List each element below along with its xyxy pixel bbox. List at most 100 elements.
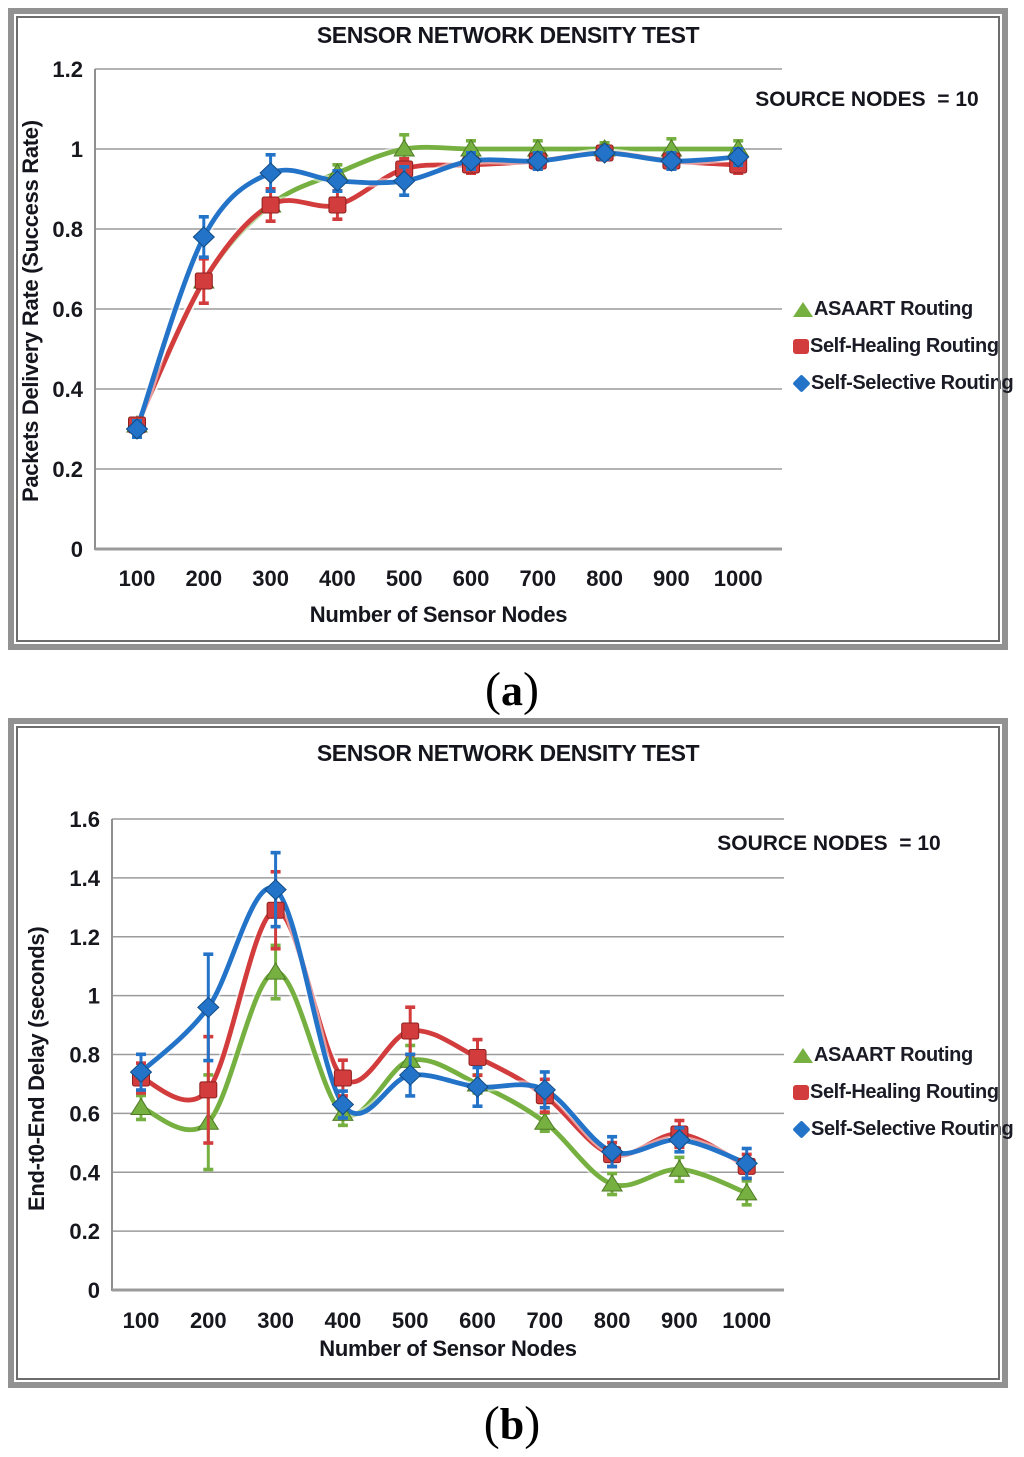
y-tick-label: 1 bbox=[88, 984, 100, 1009]
error-bar-cap bbox=[607, 1164, 618, 1169]
x-tick-label: 900 bbox=[653, 566, 690, 591]
x-tick-label: 700 bbox=[526, 1308, 563, 1333]
error-bar-cap bbox=[136, 1093, 146, 1098]
diamond-marker-icon bbox=[668, 1129, 691, 1151]
diamond-marker-icon bbox=[392, 170, 416, 192]
legend-label: Self-Healing Routing bbox=[810, 335, 999, 357]
legend-item-asaart-routing: ASAART Routing bbox=[793, 1037, 1013, 1074]
x-tick-label: 1000 bbox=[722, 1308, 771, 1333]
caption-letter: a bbox=[501, 666, 523, 715]
error-bar-cap bbox=[332, 217, 343, 221]
x-tick-label: 200 bbox=[190, 1308, 227, 1333]
y-tick-label: 0.2 bbox=[52, 457, 83, 482]
diamond-marker-icon bbox=[593, 142, 616, 164]
x-tick-label: 400 bbox=[325, 1308, 362, 1333]
series-line-glow bbox=[132, 142, 743, 430]
diamond-marker-icon bbox=[197, 996, 220, 1019]
diamond-marker-icon bbox=[259, 162, 282, 184]
error-bar-cap bbox=[405, 1094, 416, 1098]
square-marker-icon bbox=[261, 196, 280, 214]
square-marker-icon bbox=[333, 1069, 352, 1087]
chart-a-source-nodes-label: SOURCE NODES = 10 bbox=[755, 88, 979, 111]
x-tick-label: 700 bbox=[519, 566, 556, 591]
legend-label: Self-Selective Routing bbox=[811, 1118, 1014, 1140]
chart-a-y-axis-label: Packets Delivery Rate (Success Rate) bbox=[18, 120, 43, 502]
x-tick-label: 200 bbox=[185, 566, 222, 591]
x-tick-label: 800 bbox=[594, 1308, 631, 1333]
error-bar-cap bbox=[136, 1091, 146, 1095]
caption-letter: b bbox=[499, 1400, 525, 1449]
error-bar-cap bbox=[472, 1104, 483, 1109]
y-tick-label: 0.2 bbox=[69, 1219, 100, 1244]
x-tick-label: 600 bbox=[459, 1308, 496, 1333]
error-bar-cap bbox=[741, 1203, 752, 1207]
legend-item-self-selective-routing: Self-Selective Routing bbox=[792, 365, 1014, 402]
x-tick-label: 500 bbox=[392, 1308, 429, 1333]
x-tick-label: 400 bbox=[319, 566, 356, 591]
x-tick-label: 900 bbox=[661, 1308, 698, 1333]
diamond-marker-icon bbox=[459, 150, 483, 172]
error-bar-cap bbox=[198, 301, 209, 305]
triangle-marker-icon bbox=[601, 1174, 624, 1192]
chart-a-plot: 0 0.2 0.4 0.6 0.8 1 1.2 100 200 300 400 500 600 700 80… bbox=[52, 57, 782, 591]
square-marker-icon bbox=[468, 1048, 487, 1066]
error-bar-cap bbox=[136, 1117, 146, 1122]
error-bar-cap bbox=[666, 137, 677, 141]
error-bar-cap bbox=[399, 157, 410, 161]
caption-paren: ) bbox=[524, 1397, 541, 1450]
triangle-marker-icon bbox=[735, 1182, 758, 1201]
error-bar-cap bbox=[741, 1146, 752, 1151]
y-tick-label: 0.8 bbox=[69, 1043, 100, 1068]
error-bar-cap bbox=[472, 1065, 483, 1070]
y-tick-label: 0.6 bbox=[69, 1101, 100, 1126]
chart-a-panel: 0 0.2 0.4 0.6 0.8 1 1.2 100 200 300 400 500 600 700 80… bbox=[8, 8, 1014, 650]
x-tick-label: 600 bbox=[453, 566, 490, 591]
error-bar-cap bbox=[270, 924, 281, 929]
diamond-marker-icon bbox=[533, 1079, 557, 1101]
error-bar-cap bbox=[203, 1167, 214, 1172]
y-tick-label: 0 bbox=[88, 1278, 100, 1303]
error-bar-cap bbox=[203, 952, 214, 957]
error-bar-cap bbox=[741, 1179, 752, 1183]
error-bar-cap bbox=[539, 1129, 550, 1134]
error-bar-cap bbox=[265, 219, 276, 223]
error-bar-cap bbox=[674, 1126, 685, 1130]
triangle-marker-icon bbox=[130, 1097, 152, 1115]
error-bar-cap bbox=[203, 1141, 214, 1145]
x-tick-label: 100 bbox=[119, 566, 156, 591]
diamond-marker-icon bbox=[326, 170, 349, 192]
error-bar-cap bbox=[198, 255, 209, 259]
legend-item-asaart-routing: ASAART Routing bbox=[793, 291, 1013, 328]
error-bar-cap bbox=[674, 1179, 685, 1184]
diamond-marker-icon bbox=[526, 150, 550, 172]
error-bar-cap bbox=[136, 1088, 146, 1092]
series-line-self-selective-routing bbox=[134, 150, 741, 432]
chart-b-x-axis-label: Number of Sensor Nodes bbox=[319, 1336, 577, 1361]
caption-paren: ( bbox=[485, 663, 501, 716]
square-marker-icon bbox=[793, 1085, 809, 1100]
error-bar-cap bbox=[198, 215, 209, 219]
diamond-marker-icon bbox=[726, 146, 750, 168]
diamond-marker-icon bbox=[125, 418, 149, 440]
square-marker-icon bbox=[328, 196, 347, 214]
chart-b-source-nodes-label: SOURCE NODES = 10 bbox=[717, 832, 941, 855]
square-marker-icon bbox=[194, 272, 213, 290]
caption-paren: ) bbox=[523, 663, 539, 716]
error-bar-cap bbox=[337, 1123, 348, 1128]
diamond-marker-icon bbox=[192, 226, 216, 248]
error-bar-cap bbox=[399, 193, 410, 197]
caption-a: (a) bbox=[0, 658, 1024, 722]
chart-b-panel: 0 0.2 0.4 0.6 0.8 1 1.2 1.4 1.6 100 200 300 400 500 60… bbox=[8, 718, 1014, 1388]
legend-item-self-healing-routing: Self-Healing Routing bbox=[793, 1074, 1013, 1111]
diamond-marker-icon bbox=[600, 1140, 624, 1163]
chart-a-legend: ASAART Routing Self-Healing Routing Self… bbox=[792, 291, 1014, 402]
y-tick-label: 1.2 bbox=[69, 925, 100, 950]
chart-b-legend: ASAART Routing Self-Healing Routing Self… bbox=[792, 1037, 1014, 1148]
x-tick-label: 500 bbox=[386, 566, 423, 591]
y-tick-label: 1.2 bbox=[52, 57, 83, 82]
series-line-glow bbox=[132, 148, 743, 430]
legend-item-self-healing-routing: Self-Healing Routing bbox=[793, 328, 1013, 365]
x-tick-label: 100 bbox=[123, 1308, 160, 1333]
error-bar-cap bbox=[399, 165, 410, 169]
